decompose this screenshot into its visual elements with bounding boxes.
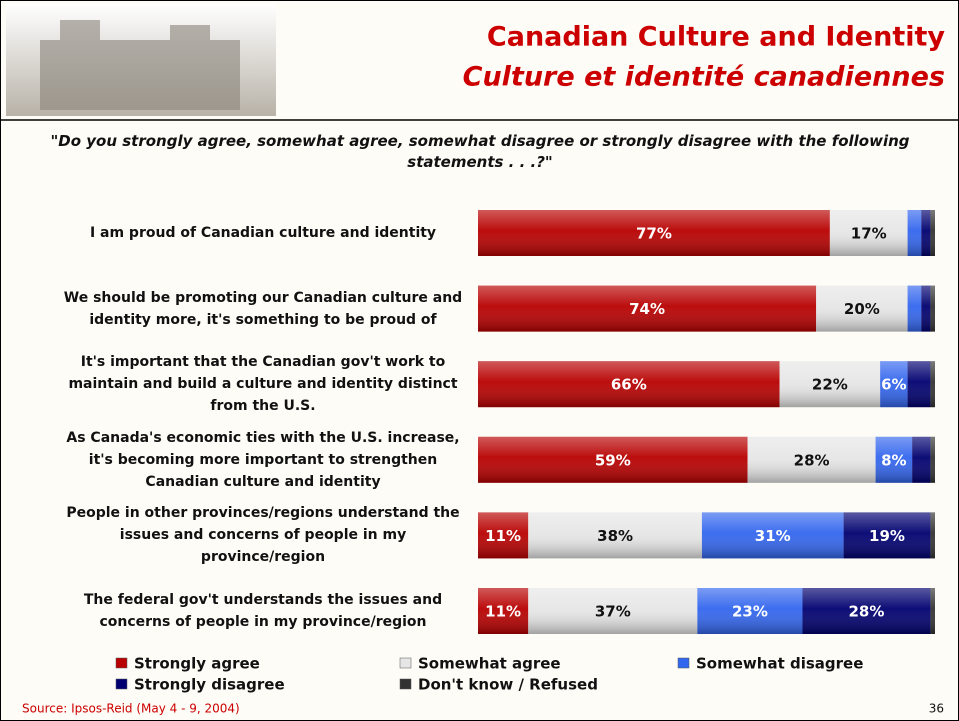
legend-label: Somewhat disagree [696, 655, 863, 673]
category-label: The federal gov't understands the issues… [83, 592, 443, 630]
data-label: 74% [629, 300, 665, 318]
data-label: 59% [595, 451, 631, 469]
legend-swatch [115, 657, 128, 669]
bar-gloss [930, 588, 935, 634]
bar-gloss [907, 285, 922, 332]
legend-swatch [115, 678, 128, 690]
bar-gloss [478, 512, 529, 559]
photo-building [40, 20, 240, 110]
data-label: 22% [812, 376, 848, 394]
data-label: 17% [851, 225, 887, 243]
bar-gloss [921, 210, 931, 256]
category-label: People in other provinces/regions unders… [66, 505, 460, 566]
bar-gloss [697, 588, 803, 634]
bar-gloss [701, 512, 844, 559]
source: Source: Ipsos-Reid (May 4 - 9, 2004) [22, 702, 240, 716]
legend-label: Strongly agree [134, 655, 260, 673]
bar-gloss [843, 512, 931, 559]
bar-gloss [907, 210, 922, 256]
subtitle: Culture et identité canadiennes [463, 62, 945, 93]
bar-gloss [478, 210, 830, 256]
data-label: 37% [595, 603, 631, 621]
data-label: 6% [881, 376, 906, 394]
legend-label: Strongly disagree [134, 676, 285, 694]
title: Canadian Culture and Identity [487, 22, 945, 53]
bar-gloss [907, 361, 931, 408]
bar-gloss [875, 436, 913, 483]
bar-gloss [802, 588, 931, 634]
data-label: 38% [597, 527, 633, 545]
bar-gloss [478, 361, 780, 408]
category-label: It's important that the Canadian gov't w… [68, 354, 458, 415]
legend-label: Somewhat agree [418, 655, 561, 673]
bar-gloss [930, 361, 935, 408]
legend-swatch [399, 678, 412, 690]
bar-gloss [779, 361, 881, 408]
data-label: 66% [611, 376, 647, 394]
category-label: We should be promoting our Canadian cult… [63, 289, 463, 328]
bar-gloss [478, 436, 748, 483]
bar-gloss [829, 210, 908, 256]
data-label: 77% [636, 225, 672, 243]
bar-gloss [930, 285, 935, 332]
question: "Do you strongly agree, somewhat agree, … [50, 132, 910, 171]
legend-label: Don't know / Refused [418, 676, 598, 694]
legend-swatch [677, 657, 690, 669]
category-label: I am proud of Canadian culture and ident… [89, 225, 437, 241]
bar-gloss [816, 285, 908, 332]
data-label: 28% [794, 451, 830, 469]
data-label: 11% [485, 527, 521, 545]
data-label: 23% [732, 603, 768, 621]
data-label: 31% [755, 527, 791, 545]
bar-gloss [930, 210, 935, 256]
data-label: 20% [844, 300, 880, 318]
bar-gloss [747, 436, 876, 483]
bar-gloss [921, 285, 931, 332]
data-label: 11% [485, 603, 521, 621]
bar-gloss [528, 588, 698, 634]
page-number: 36 [929, 702, 944, 716]
bar-gloss [880, 361, 908, 408]
data-label: 19% [869, 527, 905, 545]
data-label: 8% [881, 451, 906, 469]
legend-swatch [399, 657, 412, 669]
data-label: 28% [848, 603, 884, 621]
bar-gloss [478, 588, 529, 634]
bar-gloss [912, 436, 931, 483]
bar-gloss [478, 285, 817, 332]
bar-gloss [930, 436, 935, 483]
bar-gloss [528, 512, 702, 559]
bar-gloss [930, 512, 935, 559]
category-label: As Canada's economic ties with the U.S. … [66, 429, 460, 490]
